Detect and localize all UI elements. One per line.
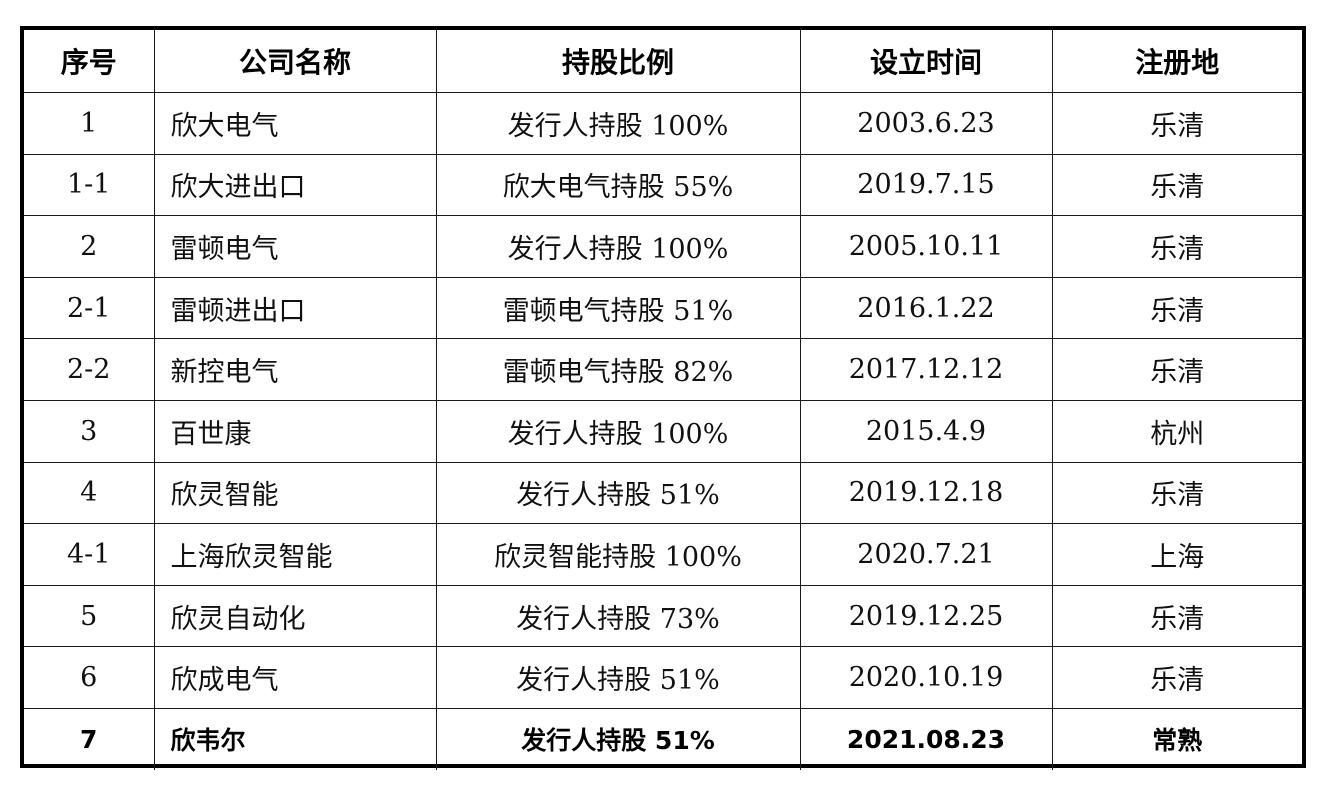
cell-registered-place: 常熟 (1051, 707, 1302, 770)
table-row: 2 雷顿电气 发行人持股 100% 2005.10.11 乐清 (24, 215, 1302, 278)
header-shareholding: 持股比例 (435, 30, 801, 93)
table-row: 5 欣灵自动化 发行人持股 73% 2019.12.25 乐清 (24, 584, 1302, 648)
cell-established-date: 2019.12.18 (799, 461, 1053, 525)
cell-company-name: 雷顿进出口 (153, 276, 437, 340)
table-row: 3 百世康 发行人持股 100% 2015.4.9 杭州 (24, 399, 1302, 463)
table-row: 2-2 新控电气 雷顿电气持股 82% 2017.12.12 乐清 (24, 338, 1302, 401)
cell-established-date: 2017.12.12 (799, 338, 1053, 401)
cell-established-date: 2020.10.19 (799, 646, 1053, 709)
cell-registered-place: 乐清 (1051, 338, 1302, 401)
cell-company-name: 新控电气 (153, 338, 437, 401)
subsidiary-table-frame: 序号 公司名称 持股比例 设立时间 注册地 1 欣大电气 发行人持股 100% … (20, 26, 1306, 770)
cell-index: 3 (24, 399, 155, 463)
cell-registered-place: 杭州 (1051, 399, 1302, 463)
cell-established-date: 2019.12.25 (799, 584, 1053, 648)
cell-established-date: 2015.4.9 (799, 399, 1053, 463)
cell-registered-place: 乐清 (1051, 215, 1302, 278)
cell-registered-place: 乐清 (1051, 92, 1302, 155)
cell-index: 2 (24, 215, 155, 278)
cell-established-date: 2021.08.23 (799, 707, 1053, 770)
cell-established-date: 2020.7.21 (799, 523, 1053, 586)
cell-shareholding: 发行人持股 100% (435, 92, 801, 155)
cell-established-date: 2005.10.11 (799, 215, 1053, 278)
cell-shareholding: 雷顿电气持股 82% (435, 338, 801, 401)
cell-shareholding: 欣灵智能持股 100% (435, 523, 801, 586)
cell-shareholding: 雷顿电气持股 51% (435, 276, 801, 340)
header-registered-place: 注册地 (1051, 30, 1302, 93)
header-index: 序号 (24, 30, 155, 93)
cell-shareholding: 发行人持股 100% (435, 215, 801, 278)
cell-company-name: 欣灵自动化 (153, 584, 437, 648)
cell-index: 1-1 (24, 153, 155, 217)
cell-index: 5 (24, 584, 155, 648)
cell-established-date: 2016.1.22 (799, 276, 1053, 340)
cell-shareholding: 发行人持股 51% (435, 646, 801, 709)
cell-company-name: 欣成电气 (153, 646, 437, 709)
cell-registered-place: 乐清 (1051, 461, 1302, 525)
cell-registered-place: 上海 (1051, 523, 1302, 586)
cell-index: 1 (24, 92, 155, 155)
cell-company-name: 百世康 (153, 399, 437, 463)
table-header-row: 序号 公司名称 持股比例 设立时间 注册地 (24, 30, 1302, 93)
header-company-name: 公司名称 (153, 30, 437, 93)
cell-index: 4 (24, 461, 155, 525)
header-established-date: 设立时间 (799, 30, 1053, 93)
cell-index: 2-1 (24, 276, 155, 340)
table-row: 1-1 欣大进出口 欣大电气持股 55% 2019.7.15 乐清 (24, 153, 1302, 217)
cell-registered-place: 乐清 (1051, 153, 1302, 217)
cell-registered-place: 乐清 (1051, 584, 1302, 648)
cell-index: 4-1 (24, 523, 155, 586)
cell-shareholding: 发行人持股 100% (435, 399, 801, 463)
cell-shareholding: 发行人持股 73% (435, 584, 801, 648)
cell-shareholding: 欣大电气持股 55% (435, 153, 801, 217)
cell-index: 6 (24, 646, 155, 709)
cell-shareholding: 发行人持股 51% (435, 707, 801, 770)
table-row: 4-1 上海欣灵智能 欣灵智能持股 100% 2020.7.21 上海 (24, 523, 1302, 586)
cell-company-name: 欣大电气 (153, 92, 437, 155)
table-row-highlighted: 7 欣韦尔 发行人持股 51% 2021.08.23 常熟 (24, 707, 1302, 770)
cell-registered-place: 乐清 (1051, 646, 1302, 709)
table-row: 6 欣成电气 发行人持股 51% 2020.10.19 乐清 (24, 646, 1302, 709)
cell-company-name: 欣韦尔 (153, 707, 437, 770)
table-row: 4 欣灵智能 发行人持股 51% 2019.12.18 乐清 (24, 461, 1302, 525)
cell-company-name: 雷顿电气 (153, 215, 437, 278)
table-row: 1 欣大电气 发行人持股 100% 2003.6.23 乐清 (24, 92, 1302, 155)
cell-company-name: 欣灵智能 (153, 461, 437, 525)
cell-established-date: 2003.6.23 (799, 92, 1053, 155)
subsidiary-table: 序号 公司名称 持股比例 设立时间 注册地 1 欣大电气 发行人持股 100% … (24, 30, 1302, 770)
cell-shareholding: 发行人持股 51% (435, 461, 801, 525)
table-row: 2-1 雷顿进出口 雷顿电气持股 51% 2016.1.22 乐清 (24, 276, 1302, 340)
cell-index: 2-2 (24, 338, 155, 401)
cell-established-date: 2019.7.15 (799, 153, 1053, 217)
cell-registered-place: 乐清 (1051, 276, 1302, 340)
cell-company-name: 欣大进出口 (153, 153, 437, 217)
cell-index: 7 (24, 707, 155, 770)
cell-company-name: 上海欣灵智能 (153, 523, 437, 586)
